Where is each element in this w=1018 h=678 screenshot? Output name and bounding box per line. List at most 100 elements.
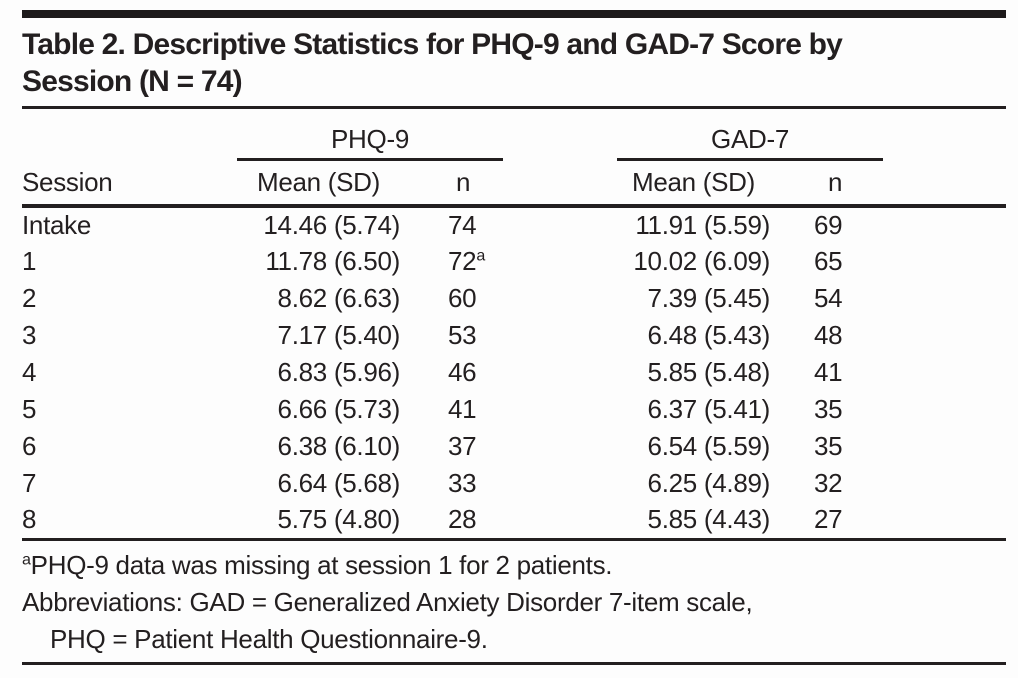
gad-n-cell: 35 xyxy=(814,394,843,424)
filler-cell xyxy=(883,243,1006,280)
phq-n-value: 53 xyxy=(448,320,477,350)
abbreviations-line-1: Abbreviations: GAD = Generalized Anxiety… xyxy=(22,586,753,617)
spanner-spacer xyxy=(22,109,237,159)
title-divider-rule xyxy=(22,106,1006,109)
col-group-phq9-label: PHQ-9 xyxy=(237,109,503,161)
gad-n-cell: 41 xyxy=(814,357,843,387)
spanner-filler xyxy=(883,109,1006,159)
filler-cell xyxy=(883,391,1006,428)
gap-cell xyxy=(503,465,617,502)
gap-cell xyxy=(503,243,617,280)
phq-mean-cell: 6.38 (6.10) xyxy=(277,431,401,461)
gad-mean-cell: 7.39 (5.45) xyxy=(647,283,771,313)
phq-n-value: 37 xyxy=(448,431,477,461)
gap-cell xyxy=(503,206,617,243)
filler-cell xyxy=(883,280,1006,317)
abbreviations-line-2: PHQ = Patient Health Questionnaire-9. xyxy=(50,623,488,654)
table-row-intake: Intake 14.46 (5.74) 74 11.91 (5.59) 69 xyxy=(22,206,1006,243)
gad-mean-cell: 6.48 (5.43) xyxy=(647,320,771,350)
descriptive-statistics-table: PHQ-9 GAD-7 Session Mean (SD) n Mean (SD… xyxy=(22,109,1006,541)
gad-n-cell: 27 xyxy=(770,502,883,541)
phq-n-cell: 28 xyxy=(400,502,503,541)
phq-n-value: 28 xyxy=(448,504,477,535)
session-cell: 6 xyxy=(22,431,37,461)
footnote-a: aPHQ-9 data was missing at session 1 for… xyxy=(22,547,1006,584)
gad-mean-cell: 10.02 (6.09) xyxy=(633,246,770,276)
gad-n-cell: 65 xyxy=(814,246,843,276)
table-row-session-2: 2 8.62 (6.63) 60 7.39 (5.45) 54 xyxy=(22,280,1006,317)
phq-mean-cell: 5.75 (4.80) xyxy=(237,502,400,541)
spanner-gap xyxy=(503,109,617,159)
phq-n-value: 46 xyxy=(448,357,477,387)
header-session: Session xyxy=(22,159,237,208)
gad-mean-cell: 5.85 (5.48) xyxy=(647,357,771,387)
gad-mean-cell: 6.37 (5.41) xyxy=(647,394,771,424)
phq-mean-cell: 7.17 (5.40) xyxy=(277,320,401,350)
gap-cell xyxy=(503,354,617,391)
top-rule-bar xyxy=(22,10,1006,18)
table-row-session-8: 8 5.75 (4.80) 28 5.85 (4.43) 27 xyxy=(22,502,1006,541)
table-title-line-2: Session (N = 74) xyxy=(22,65,243,98)
phq-mean-cell: 11.78 (6.50) xyxy=(265,246,400,276)
session-cell: 7 xyxy=(22,468,37,498)
table-row-session-3: 3 7.17 (5.40) 53 6.48 (5.43) 48 xyxy=(22,317,1006,354)
gap-cell xyxy=(503,428,617,465)
phq-n-cell: 41 xyxy=(400,391,503,428)
session-cell: 5 xyxy=(22,394,37,424)
header-phq-n: n xyxy=(400,159,503,208)
gad-mean-cell: 5.85 (4.43) xyxy=(617,502,770,541)
gad-mean-cell: 6.54 (5.59) xyxy=(647,431,771,461)
gad-mean-cell: 6.25 (4.89) xyxy=(647,468,771,498)
phq-mean-cell: 6.83 (5.96) xyxy=(277,357,401,387)
session-cell: 8 xyxy=(22,502,237,541)
phq-n-value: 74 xyxy=(448,210,477,240)
filler-cell xyxy=(883,206,1006,243)
gad-n-cell: 35 xyxy=(814,431,843,461)
filler-cell xyxy=(883,428,1006,465)
phq-n-superscript: a xyxy=(476,246,485,265)
gad-n-cell: 69 xyxy=(814,210,843,240)
column-header-row: Session Mean (SD) n Mean (SD) n xyxy=(22,159,1006,208)
phq-n-cell: 60 xyxy=(400,280,503,317)
gad-n-cell: 54 xyxy=(814,283,843,313)
table-row-session-4: 4 6.83 (5.96) 46 5.85 (5.48) 41 xyxy=(22,354,1006,391)
session-cell: 2 xyxy=(22,283,37,313)
session-cell: 3 xyxy=(22,320,37,350)
session-cell: 1 xyxy=(22,246,37,276)
phq-n-value: 33 xyxy=(448,468,477,498)
bottom-divider-rule xyxy=(22,661,1006,665)
gap-cell xyxy=(503,502,617,541)
phq-mean-cell: 6.64 (5.68) xyxy=(277,468,401,498)
phq-n-value: 41 xyxy=(448,394,477,424)
table-container: Table 2. Descriptive Statistics for PHQ-… xyxy=(22,0,1006,665)
footnote-a-superscript: a xyxy=(22,549,31,568)
phq-n-cell: 53 xyxy=(400,317,503,354)
phq-n-value: 72 xyxy=(448,246,477,276)
gap-cell xyxy=(503,280,617,317)
filler-cell xyxy=(883,465,1006,502)
table-row-session-6: 6 6.38 (6.10) 37 6.54 (5.59) 35 xyxy=(22,428,1006,465)
gad-n-cell: 48 xyxy=(814,320,843,350)
gad-mean-cell: 11.91 (5.59) xyxy=(635,210,770,240)
table-row-session-5: 5 6.66 (5.73) 41 6.37 (5.41) 35 xyxy=(22,391,1006,428)
table-row-session-1: 1 11.78 (6.50) 72a 10.02 (6.09) 65 xyxy=(22,243,1006,280)
col-group-gad7-label: GAD-7 xyxy=(617,109,883,161)
session-cell: Intake xyxy=(22,210,92,240)
filler-cell xyxy=(883,502,1006,541)
phq-n-cell: 46 xyxy=(400,354,503,391)
phq-n-cell: 74 xyxy=(400,206,503,243)
session-cell: 4 xyxy=(22,357,37,387)
table-title-line-1: Table 2. Descriptive Statistics for PHQ-… xyxy=(22,28,843,61)
filler-cell xyxy=(883,354,1006,391)
header-gap xyxy=(503,159,617,208)
header-gad-n: n xyxy=(770,159,883,208)
phq-n-value: 60 xyxy=(448,283,477,313)
phq-n-cell: 33 xyxy=(400,465,503,502)
header-phq-mean-sd: Mean (SD) xyxy=(237,159,400,208)
phq-n-cell: 37 xyxy=(400,428,503,465)
gap-cell xyxy=(503,317,617,354)
phq-n-cell: 72a xyxy=(400,243,503,280)
header-gad-mean-sd: Mean (SD) xyxy=(617,159,770,208)
header-filler xyxy=(883,159,1006,208)
